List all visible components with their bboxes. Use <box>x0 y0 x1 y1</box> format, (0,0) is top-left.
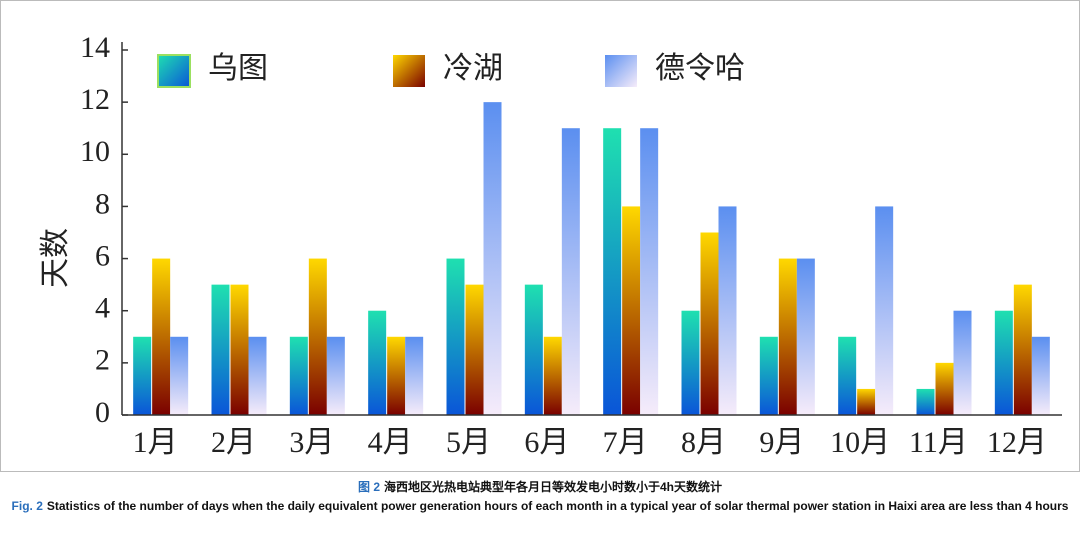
legend-swatch <box>393 55 425 87</box>
bar <box>387 336 406 415</box>
bar <box>524 284 543 415</box>
y-tick-label: 6 <box>95 239 110 272</box>
y-axis-label: 天数 <box>39 228 72 288</box>
bar <box>326 336 345 415</box>
bar <box>778 258 797 415</box>
bar <box>681 310 700 415</box>
caption-label: 图 2 <box>358 480 380 494</box>
bar <box>133 336 152 415</box>
legend-label: 乌图 <box>208 52 268 85</box>
bar <box>170 336 189 415</box>
x-tick-label: 3月 <box>289 426 334 459</box>
bar <box>916 388 935 415</box>
bar <box>857 388 876 415</box>
x-tick-label: 9月 <box>759 426 804 459</box>
bar <box>796 258 815 415</box>
caption-en: Fig. 2 Statistics of the number of days w… <box>12 499 1069 513</box>
frame <box>0 0 1080 472</box>
bar <box>622 206 641 415</box>
y-tick-label: 10 <box>80 135 110 168</box>
y-tick-label: 14 <box>80 31 110 64</box>
x-tick-label: 10月 <box>830 426 890 459</box>
x-tick-label: 7月 <box>603 426 648 459</box>
y-tick-label: 12 <box>80 83 110 116</box>
caption-text: 海西地区光热电站典型年各月日等效发电小时数小于4h天数统计 <box>384 479 722 494</box>
bar <box>935 362 954 415</box>
bar <box>211 284 230 415</box>
legend-swatch <box>605 55 637 87</box>
bar <box>289 336 308 415</box>
bar <box>640 128 659 415</box>
bar <box>368 310 387 415</box>
x-tick-label: 8月 <box>681 426 726 459</box>
x-tick-label: 5月 <box>446 426 491 459</box>
bar <box>838 336 857 415</box>
bar <box>543 336 562 415</box>
bar <box>308 258 327 415</box>
bar <box>465 284 484 415</box>
caption: 图 2 海西地区光热电站典型年各月日等效发电小时数小于4h天数统计 <box>358 479 722 494</box>
bar <box>446 258 465 415</box>
bar <box>718 206 737 415</box>
bar <box>994 310 1013 415</box>
bar <box>230 284 249 415</box>
x-tick-label: 2月 <box>211 426 256 459</box>
x-tick-label: 1月 <box>133 426 178 459</box>
legend-label: 冷湖 <box>443 52 503 85</box>
caption-en-label: Fig. 2 <box>12 499 44 513</box>
bar <box>561 128 580 415</box>
caption-en-text: Statistics of the number of days when th… <box>47 499 1069 513</box>
bar <box>1013 284 1032 415</box>
bar <box>953 310 972 415</box>
y-tick-label: 4 <box>95 292 110 325</box>
legend-label: 德令哈 <box>655 52 745 85</box>
bar <box>405 336 424 415</box>
x-tick-label: 6月 <box>524 426 569 459</box>
x-tick-label: 4月 <box>368 426 413 459</box>
y-tick-label: 0 <box>95 396 110 429</box>
bar <box>603 128 622 415</box>
y-tick-label: 8 <box>95 187 110 220</box>
x-tick-label: 12月 <box>987 426 1047 459</box>
legend-swatch <box>157 54 191 88</box>
bar <box>700 232 719 415</box>
x-tick-label: 11月 <box>909 426 968 459</box>
bar <box>875 206 894 415</box>
bar <box>248 336 267 415</box>
bar <box>483 102 502 416</box>
bar <box>152 258 171 415</box>
bar <box>759 336 778 415</box>
bar <box>1031 336 1050 415</box>
y-tick-label: 2 <box>95 344 110 377</box>
